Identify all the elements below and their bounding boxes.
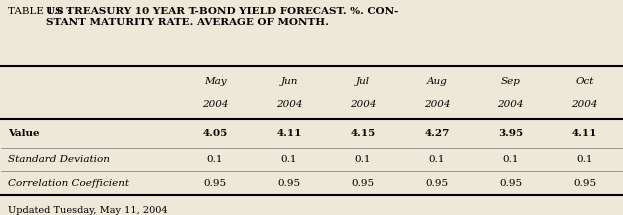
Text: 2004: 2004 bbox=[424, 100, 450, 109]
Text: 4.11: 4.11 bbox=[277, 129, 302, 138]
Text: 0.1: 0.1 bbox=[429, 155, 445, 164]
Text: Correlation Coefficient: Correlation Coefficient bbox=[7, 179, 128, 188]
Text: 0.95: 0.95 bbox=[426, 179, 449, 188]
Text: 0.95: 0.95 bbox=[573, 179, 596, 188]
Text: Oct: Oct bbox=[576, 77, 594, 86]
Text: 2004: 2004 bbox=[202, 100, 229, 109]
Text: 0.95: 0.95 bbox=[499, 179, 522, 188]
Text: 4.05: 4.05 bbox=[202, 129, 228, 138]
Text: 4.15: 4.15 bbox=[350, 129, 376, 138]
Text: 2004: 2004 bbox=[571, 100, 598, 109]
Text: 0.1: 0.1 bbox=[503, 155, 519, 164]
Text: Aug: Aug bbox=[427, 77, 447, 86]
Text: 0.1: 0.1 bbox=[354, 155, 371, 164]
Text: TABLE 1.8 :: TABLE 1.8 : bbox=[7, 7, 74, 16]
Text: 0.1: 0.1 bbox=[207, 155, 224, 164]
Text: 3.95: 3.95 bbox=[498, 129, 523, 138]
Text: Updated Tuesday, May 11, 2004: Updated Tuesday, May 11, 2004 bbox=[7, 206, 167, 215]
Text: 4.27: 4.27 bbox=[424, 129, 450, 138]
Text: 4.11: 4.11 bbox=[572, 129, 597, 138]
Text: 2004: 2004 bbox=[276, 100, 302, 109]
Text: 0.95: 0.95 bbox=[204, 179, 227, 188]
Text: 0.95: 0.95 bbox=[277, 179, 300, 188]
Text: Jul: Jul bbox=[356, 77, 370, 86]
Text: 0.1: 0.1 bbox=[281, 155, 297, 164]
Text: US TREASURY 10 YEAR T-BOND YIELD FORECAST. %. CON-
STANT MATURITY RATE. AVERAGE : US TREASURY 10 YEAR T-BOND YIELD FORECAS… bbox=[46, 7, 399, 27]
Text: Jun: Jun bbox=[280, 77, 298, 86]
Text: Sep: Sep bbox=[501, 77, 521, 86]
Text: Standard Deviation: Standard Deviation bbox=[7, 155, 110, 164]
Text: May: May bbox=[204, 77, 226, 86]
Text: 0.95: 0.95 bbox=[351, 179, 374, 188]
Text: Value: Value bbox=[7, 129, 39, 138]
Text: 2004: 2004 bbox=[498, 100, 524, 109]
Text: 2004: 2004 bbox=[350, 100, 376, 109]
Text: 0.1: 0.1 bbox=[576, 155, 593, 164]
